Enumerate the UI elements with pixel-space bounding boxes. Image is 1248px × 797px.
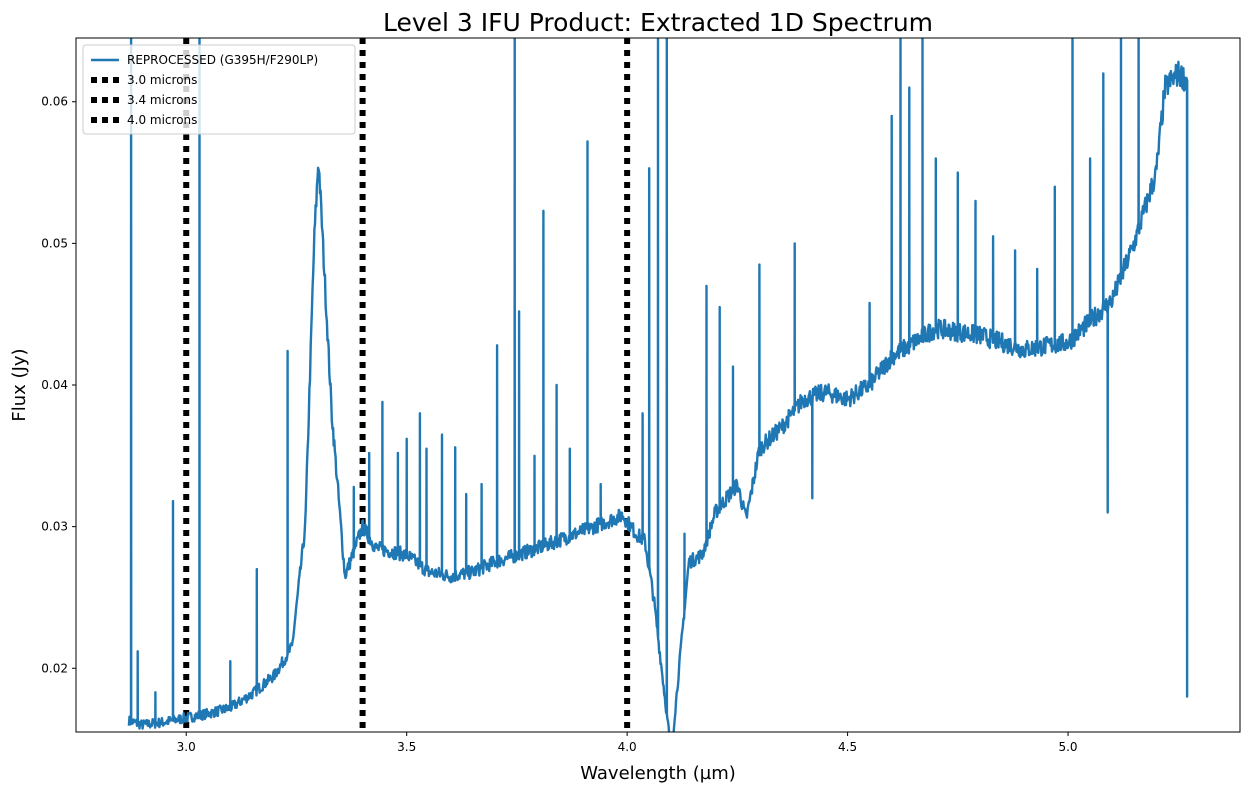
y-tick-label: 0.03 [41, 520, 68, 534]
y-axis: 0.02 0.03 0.04 0.05 0.06 [41, 95, 76, 675]
legend-label-1: REPROCESSED (G395H/F290LP) [127, 53, 318, 67]
y-tick-label: 0.05 [41, 236, 68, 250]
spectrum-line [127, 38, 1189, 732]
x-tick-label: 4.0 [618, 740, 637, 754]
x-axis-label: Wavelength (µm) [580, 763, 736, 784]
legend-label-3: 3.4 microns [127, 93, 197, 107]
x-tick-label: 5.0 [1058, 740, 1077, 754]
chart-title: Level 3 IFU Product: Extracted 1D Spectr… [383, 8, 933, 37]
legend: REPROCESSED (G395H/F290LP) 3.0 microns 3.4… [82, 44, 356, 135]
y-tick-label: 0.04 [41, 378, 68, 392]
x-tick-label: 4.5 [838, 740, 857, 754]
x-tick-label: 3.0 [177, 740, 196, 754]
y-axis-label: Flux (Jy) [9, 348, 30, 421]
x-axis: 3.0 3.5 4.0 4.5 5.0 [177, 732, 1078, 754]
y-tick-label: 0.02 [41, 661, 68, 675]
legend-box [82, 44, 356, 135]
plot-area [127, 38, 1189, 732]
y-tick-label: 0.06 [41, 95, 68, 109]
legend-label-2: 3.0 microns [127, 73, 197, 87]
x-tick-label: 3.5 [397, 740, 416, 754]
legend-label-4: 4.0 microns [127, 113, 197, 127]
